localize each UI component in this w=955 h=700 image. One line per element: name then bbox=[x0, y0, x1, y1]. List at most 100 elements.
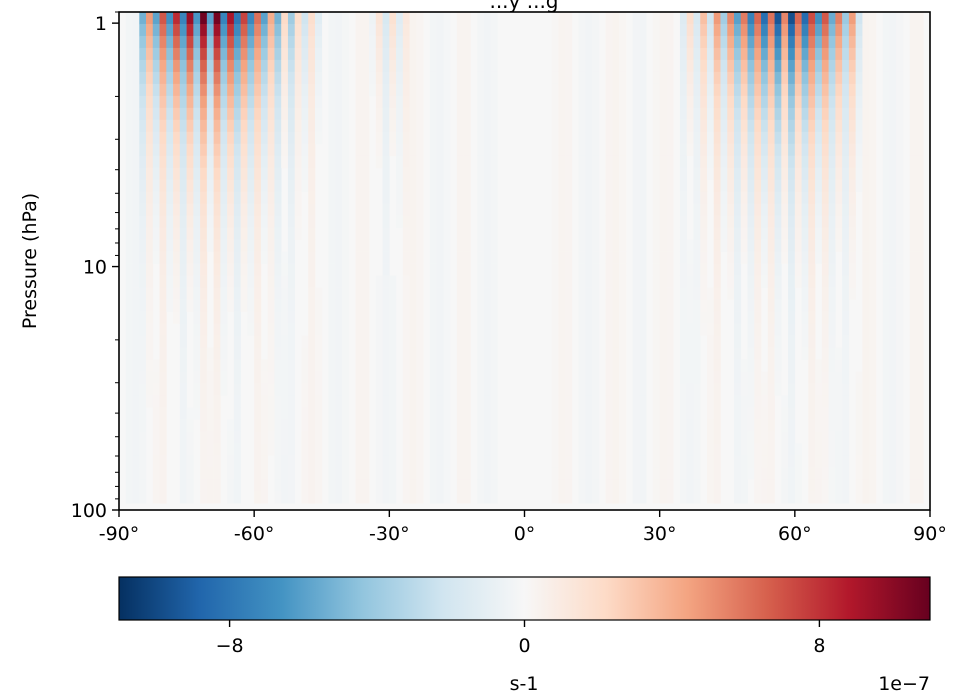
heatmap-cell bbox=[592, 108, 599, 120]
heatmap-cell bbox=[247, 240, 254, 252]
heatmap-cell bbox=[653, 240, 660, 252]
heatmap-cell bbox=[295, 180, 302, 192]
heatmap-cell bbox=[268, 96, 275, 108]
heatmap-cell bbox=[910, 288, 917, 300]
heatmap-cell bbox=[639, 359, 646, 371]
heatmap-cell bbox=[187, 264, 194, 276]
heatmap-cell bbox=[896, 144, 903, 156]
heatmap-cell bbox=[727, 144, 734, 156]
heatmap-cell bbox=[396, 96, 403, 108]
heatmap-cell bbox=[754, 96, 761, 108]
heatmap-cell bbox=[653, 108, 660, 120]
heatmap-cell bbox=[329, 252, 336, 264]
heatmap-cell bbox=[464, 216, 471, 228]
heatmap-cell bbox=[748, 443, 755, 455]
heatmap-cell bbox=[896, 455, 903, 467]
heatmap-cell bbox=[160, 144, 167, 156]
heatmap-cell bbox=[247, 120, 254, 132]
heatmap-cell bbox=[457, 467, 464, 479]
heatmap-cell bbox=[281, 335, 288, 347]
heatmap-cell bbox=[362, 395, 369, 407]
heatmap-cell bbox=[633, 168, 640, 180]
heatmap-cell bbox=[146, 324, 153, 336]
heatmap-cell bbox=[342, 491, 349, 503]
heatmap-cell bbox=[187, 204, 194, 216]
heatmap-cell bbox=[281, 324, 288, 336]
heatmap-cell bbox=[849, 240, 856, 252]
heatmap-cell bbox=[139, 228, 146, 240]
heatmap-cell bbox=[193, 371, 200, 383]
heatmap-cell bbox=[788, 335, 795, 347]
heatmap-cell bbox=[666, 431, 673, 443]
heatmap-cell bbox=[687, 60, 694, 72]
heatmap-cell bbox=[788, 12, 795, 24]
heatmap-cell bbox=[220, 264, 227, 276]
heatmap-cell bbox=[700, 192, 707, 204]
heatmap-cell bbox=[126, 419, 133, 431]
heatmap-cell bbox=[653, 419, 660, 431]
heatmap-cell bbox=[552, 491, 559, 503]
heatmap-cell bbox=[139, 455, 146, 467]
heatmap-cell bbox=[396, 12, 403, 24]
heatmap-cell bbox=[477, 60, 484, 72]
heatmap-cell bbox=[335, 24, 342, 36]
heatmap-cell bbox=[687, 96, 694, 108]
heatmap-cell bbox=[822, 300, 829, 312]
heatmap-cell bbox=[491, 467, 498, 479]
heatmap-cell bbox=[301, 72, 308, 84]
heatmap-cell bbox=[187, 455, 194, 467]
heatmap-cell bbox=[180, 347, 187, 359]
heatmap-cell bbox=[234, 491, 241, 503]
heatmap-cell bbox=[457, 156, 464, 168]
heatmap-cell bbox=[754, 359, 761, 371]
heatmap-cell bbox=[754, 407, 761, 419]
heatmap-cell bbox=[889, 324, 896, 336]
heatmap-cell bbox=[457, 419, 464, 431]
heatmap-cell bbox=[889, 312, 896, 324]
heatmap-cell bbox=[829, 371, 836, 383]
heatmap-cell bbox=[484, 467, 491, 479]
heatmap-cell bbox=[187, 72, 194, 84]
heatmap-cell bbox=[822, 443, 829, 455]
heatmap-cell bbox=[869, 324, 876, 336]
heatmap-cell bbox=[714, 419, 721, 431]
heatmap-cell bbox=[802, 228, 809, 240]
heatmap-cell bbox=[491, 371, 498, 383]
heatmap-cell bbox=[802, 108, 809, 120]
heatmap-cell bbox=[693, 168, 700, 180]
heatmap-cell bbox=[558, 455, 565, 467]
heatmap-cell bbox=[254, 72, 261, 84]
heatmap-cell bbox=[261, 479, 268, 491]
heatmap-cell bbox=[768, 120, 775, 132]
heatmap-cell bbox=[241, 156, 248, 168]
heatmap-cell bbox=[281, 395, 288, 407]
heatmap-cell bbox=[916, 264, 923, 276]
heatmap-cell bbox=[227, 132, 234, 144]
heatmap-cell bbox=[173, 168, 180, 180]
heatmap-cell bbox=[795, 264, 802, 276]
heatmap-cell bbox=[288, 156, 295, 168]
heatmap-cell bbox=[612, 144, 619, 156]
heatmap-cell bbox=[207, 479, 214, 491]
heatmap-cell bbox=[234, 168, 241, 180]
heatmap-cell bbox=[376, 84, 383, 96]
heatmap-cell bbox=[268, 407, 275, 419]
heatmap-cell bbox=[714, 120, 721, 132]
heatmap-cell bbox=[281, 24, 288, 36]
heatmap-cell bbox=[862, 72, 869, 84]
heatmap-cell bbox=[633, 84, 640, 96]
heatmap-cell bbox=[477, 431, 484, 443]
heatmap-cell bbox=[268, 288, 275, 300]
heatmap-cell bbox=[612, 192, 619, 204]
heatmap-cell bbox=[126, 60, 133, 72]
heatmap-cell bbox=[910, 359, 917, 371]
heatmap-cell bbox=[822, 371, 829, 383]
heatmap-cell bbox=[592, 240, 599, 252]
heatmap-cell bbox=[869, 240, 876, 252]
heatmap-cell bbox=[842, 300, 849, 312]
heatmap-cell bbox=[775, 300, 782, 312]
heatmap-cell bbox=[214, 443, 221, 455]
heatmap-cell bbox=[491, 395, 498, 407]
heatmap-cell bbox=[612, 419, 619, 431]
heatmap-cell bbox=[680, 431, 687, 443]
